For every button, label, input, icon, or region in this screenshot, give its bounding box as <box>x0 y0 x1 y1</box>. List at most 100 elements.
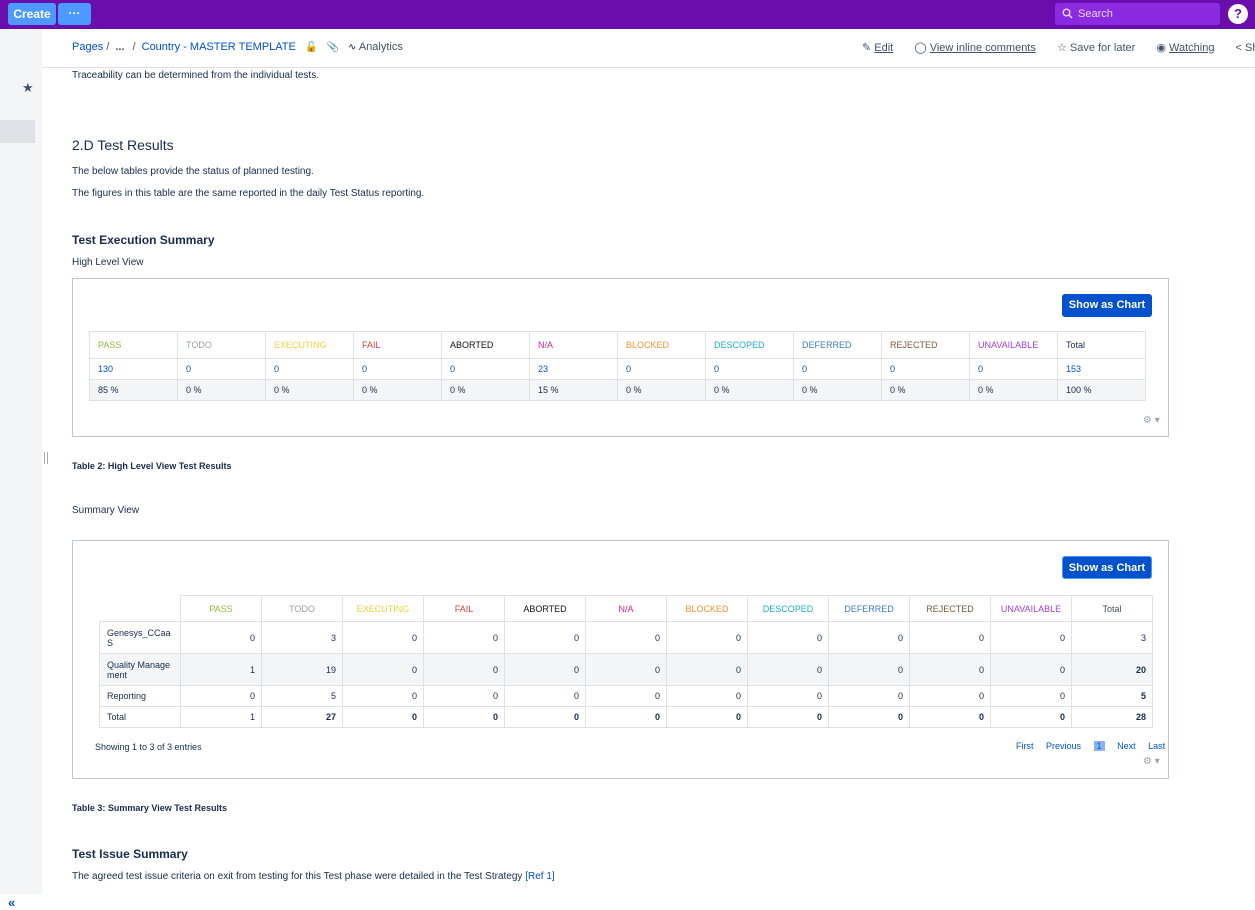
watching-button[interactable]: ◉ Watching <box>1156 42 1215 54</box>
column-header: FAIL <box>353 331 442 359</box>
value-cell: 0 <box>342 653 424 686</box>
count-cell[interactable]: 0 <box>705 358 794 380</box>
value-cell: 0 <box>504 685 586 707</box>
count-cell[interactable]: 130 <box>89 358 178 380</box>
column-header: Total <box>1057 331 1146 359</box>
search-input[interactable]: Search <box>1055 3 1220 25</box>
analytics-link[interactable]: Analytics <box>358 41 403 53</box>
page-header: Pages / ... / Country - MASTER TEMPLATE 🔓 … <box>42 29 1255 68</box>
restrictions-icon[interactable]: 🔓 <box>304 42 318 53</box>
percent-cell: 15 % <box>529 379 618 401</box>
pager-current[interactable]: 1 <box>1093 741 1105 751</box>
count-cell[interactable]: 0 <box>441 358 530 380</box>
value-cell: 0 <box>747 685 829 707</box>
value-cell: 0 <box>342 685 424 707</box>
value-cell: 20 <box>1071 653 1153 686</box>
settings-gear-icon[interactable]: ⚙ ▾ <box>1143 415 1160 426</box>
count-cell[interactable]: 0 <box>617 358 706 380</box>
count-cell[interactable]: 23 <box>529 358 618 380</box>
more-create-options-button[interactable]: ··· <box>58 3 91 25</box>
breadcrumb-pages[interactable]: Pages <box>72 41 104 53</box>
breadcrumb-ellipsis[interactable]: ... <box>115 41 125 53</box>
high-level-panel: Show as Chart PASS TODO EXECUTING FAIL ABORT… <box>72 278 1169 437</box>
help-icon[interactable]: ? <box>1228 4 1248 24</box>
value-cell: 1 <box>180 706 262 728</box>
value-cell: 28 <box>1071 706 1153 728</box>
column-header: DEFERRED <box>793 331 882 359</box>
percent-cell: 0 % <box>881 379 970 401</box>
column-header[interactable]: EXECUTING <box>342 595 424 622</box>
summary-panel: Show as Chart PASS TODO EXECUTING FAIL ABORT… <box>72 540 1169 779</box>
create-button[interactable]: Create <box>8 3 56 25</box>
value-cell: 0 <box>342 706 424 728</box>
value-cell: 0 <box>990 621 1072 654</box>
row-label-line-2: ment <box>107 669 128 680</box>
high-level-table: PASS TODO EXECUTING FAIL ABORTED N/A BLOCKED DE… <box>89 331 1146 401</box>
count-cell[interactable]: 0 <box>265 358 354 380</box>
count-cell[interactable]: 0 <box>969 358 1058 380</box>
table-3-caption: Table 3: Summary View Test Results <box>72 803 228 813</box>
star-icon[interactable]: ★ <box>22 80 34 95</box>
column-header[interactable]: PASS <box>180 595 262 622</box>
pager-next[interactable]: Next <box>1117 741 1136 751</box>
exec-summary-title: Test Execution Summary <box>72 233 215 247</box>
column-header[interactable]: DEFERRED <box>828 595 910 622</box>
count-cell[interactable]: 0 <box>177 358 266 380</box>
column-header[interactable]: ABORTED <box>504 595 586 622</box>
pagination: First Previous 1 Next Last <box>1006 741 1165 751</box>
show-as-chart-button[interactable]: Show as Chart <box>1062 556 1152 579</box>
intro-text-2: The figures in this table are the same r… <box>72 188 425 199</box>
count-cell[interactable]: 153 <box>1057 358 1146 380</box>
value-cell: 0 <box>180 621 262 654</box>
top-navigation-bar: Create ··· Search ? <box>0 0 1255 29</box>
value-cell: 0 <box>180 685 262 707</box>
entries-info: Showing 1 to 3 of 3 entries <box>95 742 202 752</box>
count-cell[interactable]: 0 <box>881 358 970 380</box>
pager-first[interactable]: First <box>1016 741 1034 751</box>
edit-button[interactable]: ✎ Edit <box>862 42 894 54</box>
traceability-text: Traceability can be determined from the … <box>72 70 319 81</box>
section-title: 2.D Test Results <box>72 137 174 153</box>
view-inline-comments-button[interactable]: ◯ View inline comments <box>914 42 1036 54</box>
row-label-line-1: Total <box>107 712 127 722</box>
column-header: TODO <box>177 331 266 359</box>
column-header: N/A <box>529 331 618 359</box>
search-icon <box>1062 8 1073 19</box>
column-header[interactable]: REJECTED <box>909 595 991 622</box>
percent-cell: 0 % <box>793 379 882 401</box>
resize-handle[interactable] <box>44 452 48 464</box>
collapse-sidebar-icon[interactable]: « <box>8 895 16 910</box>
value-cell: 0 <box>828 653 910 686</box>
column-header[interactable]: BLOCKED <box>666 595 748 622</box>
save-for-later-button[interactable]: ☆ Save for later <box>1056 42 1136 54</box>
value-cell: 0 <box>666 685 748 707</box>
percent-cell: 0 % <box>441 379 530 401</box>
table-row: Total 1 27 0 0 0 0 0 0 0 0 0 28 <box>99 706 1153 728</box>
settings-gear-icon[interactable]: ⚙ ▾ <box>1143 756 1160 767</box>
column-header[interactable]: UNAVAILABLE <box>990 595 1072 622</box>
attachments-icon[interactable]: 📎 <box>326 42 339 53</box>
value-cell: 0 <box>909 706 991 728</box>
value-cell: 5 <box>1071 685 1153 707</box>
count-cell[interactable]: 0 <box>353 358 442 380</box>
share-button[interactable]: < Sh <box>1235 42 1255 54</box>
value-cell: 27 <box>261 706 343 728</box>
pager-last[interactable]: Last <box>1148 741 1166 751</box>
value-cell: 0 <box>666 621 748 654</box>
show-as-chart-button[interactable]: Show as Chart <box>1062 294 1152 317</box>
pager-previous[interactable]: Previous <box>1046 741 1082 751</box>
percent-cell: 0 % <box>617 379 706 401</box>
column-header[interactable]: FAIL <box>423 595 505 622</box>
count-cell[interactable]: 0 <box>793 358 882 380</box>
value-cell: 0 <box>504 706 586 728</box>
breadcrumb-current-page[interactable]: Country - MASTER TEMPLATE <box>141 41 296 53</box>
percent-cell: 0 % <box>265 379 354 401</box>
column-header[interactable]: TODO <box>261 595 343 622</box>
column-header[interactable]: DESCOPED <box>747 595 829 622</box>
column-header[interactable]: N/A <box>585 595 667 622</box>
column-header[interactable]: Total <box>1071 595 1153 622</box>
ref-1-link[interactable]: [Ref 1] <box>525 871 555 882</box>
column-header: EXECUTING <box>265 331 354 359</box>
sidebar-selected-item[interactable] <box>0 120 35 143</box>
analytics-icon[interactable]: ∿ <box>347 42 357 53</box>
